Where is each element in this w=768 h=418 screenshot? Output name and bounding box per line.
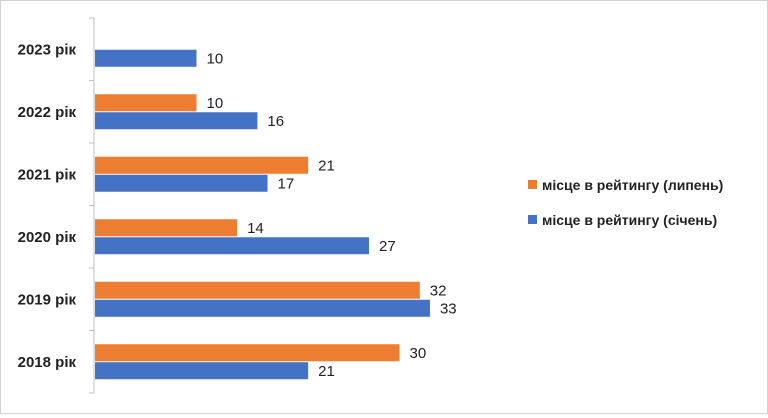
bar	[95, 156, 309, 174]
data-label: 10	[207, 50, 224, 67]
bar	[95, 362, 309, 380]
legend-swatch	[528, 215, 537, 224]
category-label: 2022 рік	[18, 104, 77, 121]
data-label: 14	[247, 220, 264, 237]
category-label: 2020 рік	[18, 229, 77, 246]
category-label: 2019 рік	[18, 291, 77, 308]
data-label: 17	[278, 175, 295, 192]
bar	[95, 49, 197, 67]
category-label: 2021 рік	[18, 166, 77, 183]
data-label: 32	[430, 282, 447, 299]
data-label: 21	[318, 363, 335, 380]
bar	[95, 174, 268, 192]
bar	[95, 344, 400, 362]
bar	[95, 299, 430, 317]
legend-swatch	[528, 180, 537, 189]
data-label: 16	[267, 113, 284, 130]
bar	[95, 281, 420, 299]
legend: місце в рейтингу (липень) місце в рейтинг…	[528, 177, 723, 228]
bar	[95, 219, 238, 237]
category-label: 2018 рік	[18, 354, 77, 371]
data-label: 27	[379, 238, 396, 255]
data-label: 30	[410, 345, 427, 362]
legend-label: місце в рейтингу (липень)	[542, 177, 723, 193]
bar	[95, 237, 370, 255]
bar	[95, 112, 258, 130]
bar	[95, 94, 197, 112]
legend-label: місце в рейтингу (січень)	[542, 212, 717, 228]
data-label: 10	[207, 95, 224, 112]
data-label: 33	[440, 300, 457, 317]
data-label: 21	[318, 157, 335, 174]
category-label: 2023 рік	[18, 41, 77, 58]
